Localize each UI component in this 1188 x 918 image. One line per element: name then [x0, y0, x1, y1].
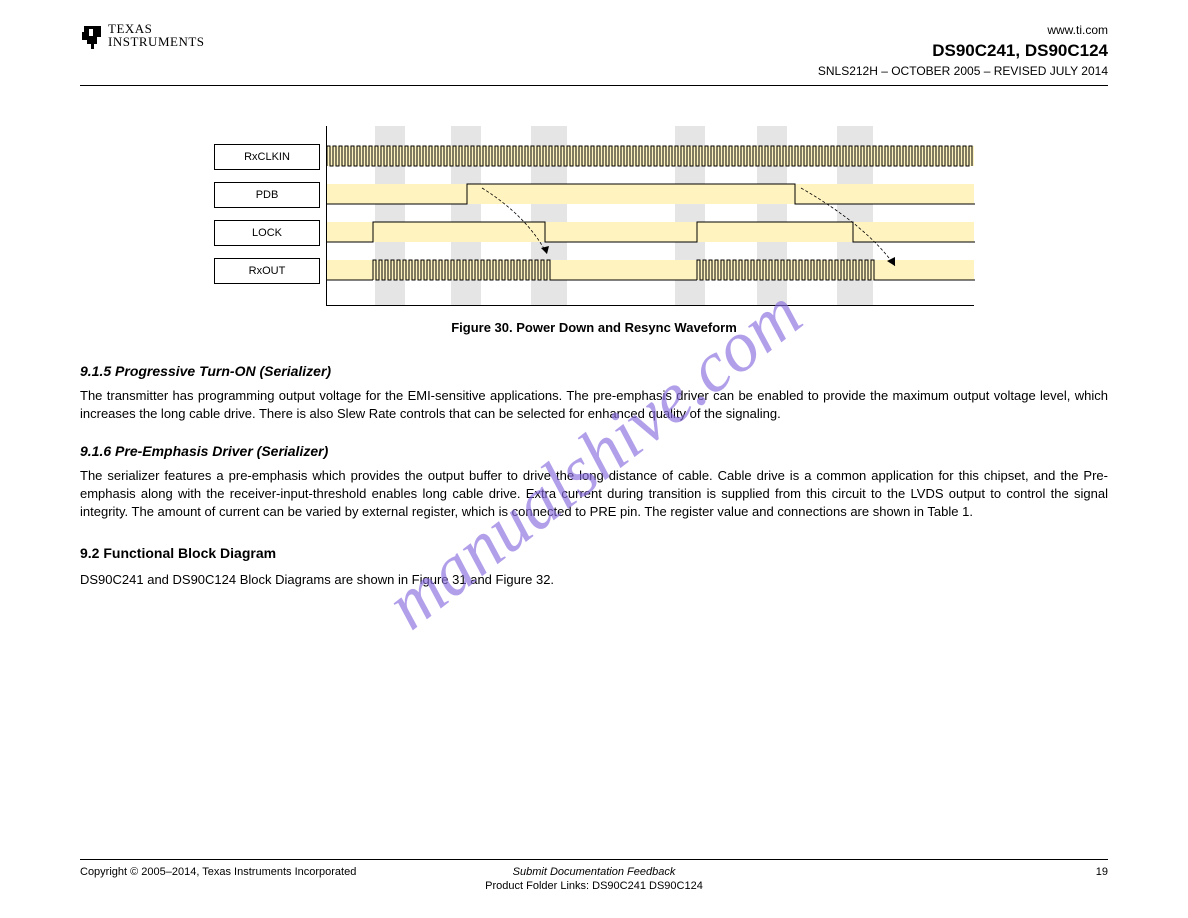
product-name: DS90C241, DS90C124	[818, 39, 1108, 63]
paragraph-3: DS90C241 and DS90C124 Block Diagrams are…	[80, 571, 1108, 589]
ti-logo: TEXAS INSTRUMENTS	[80, 22, 205, 50]
label-lock: LOCK	[214, 220, 320, 246]
logo-text-bottom: INSTRUMENTS	[108, 35, 205, 48]
copyright: Copyright © 2005–2014, Texas Instruments…	[80, 866, 356, 878]
section-9-1-6-heading: 9.1.6 Pre-Emphasis Driver (Serializer)	[80, 443, 1108, 459]
label-rxclkin: RxCLKIN	[214, 144, 320, 170]
section-9-2-heading: 9.2 Functional Block Diagram	[80, 545, 1108, 561]
section-9-1-5-heading: 9.1.5 Progressive Turn-ON (Serializer)	[80, 363, 1108, 379]
waveform-area	[326, 126, 974, 306]
header-rule	[80, 85, 1108, 86]
label-pdb: PDB	[214, 182, 320, 208]
timing-figure: RxCLKIN PDB LOCK RxOUT	[214, 126, 974, 335]
ti-mark-icon	[80, 22, 104, 50]
page-number: 19	[1096, 866, 1108, 878]
header: TEXAS INSTRUMENTS www.ti.com DS90C241, D…	[80, 22, 1108, 79]
paragraph-2: The serializer features a pre-emphasis w…	[80, 467, 1108, 521]
figure-caption: Figure 30. Power Down and Resync Wavefor…	[214, 320, 974, 335]
label-rxout: RxOUT	[214, 258, 320, 284]
revision: SNLS212H – OCTOBER 2005 – REVISED JULY 2…	[818, 63, 1108, 80]
paragraph-1: The transmitter has programming output v…	[80, 387, 1108, 423]
header-url[interactable]: www.ti.com	[1047, 23, 1108, 37]
product-links[interactable]: Product Folder Links: DS90C241 DS90C124	[80, 880, 1108, 892]
feedback-link[interactable]: Submit Documentation Feedback	[513, 866, 676, 878]
footer: Copyright © 2005–2014, Texas Instruments…	[80, 859, 1108, 892]
header-right: www.ti.com DS90C241, DS90C124 SNLS212H –…	[818, 22, 1108, 79]
